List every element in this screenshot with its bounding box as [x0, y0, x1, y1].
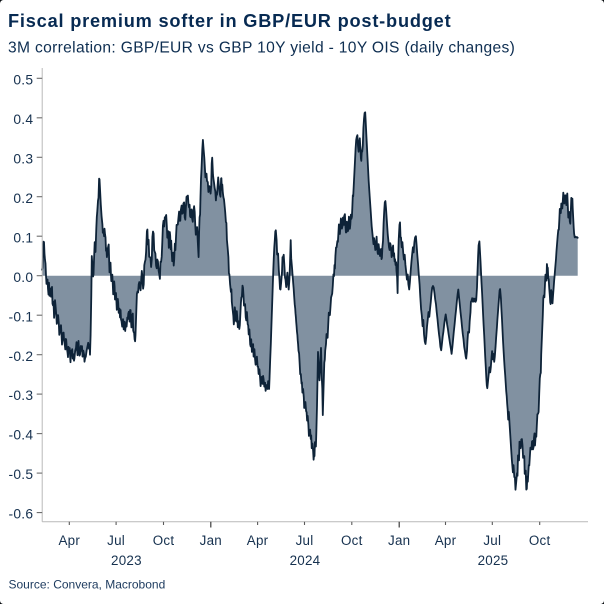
svg-text:3M correlation: GBP/EUR vs GBP: 3M correlation: GBP/EUR vs GBP 10Y yield…	[8, 39, 515, 56]
svg-text:0.5: 0.5	[13, 72, 33, 87]
svg-text:Jul: Jul	[296, 533, 314, 548]
svg-text:Oct: Oct	[341, 533, 363, 548]
svg-text:Oct: Oct	[529, 533, 551, 548]
svg-text:0.0: 0.0	[13, 270, 33, 285]
svg-text:-0.4: -0.4	[9, 428, 34, 443]
svg-text:-0.1: -0.1	[9, 309, 34, 324]
svg-text:Apr: Apr	[247, 533, 269, 548]
svg-text:-0.6: -0.6	[9, 507, 34, 522]
svg-text:Jul: Jul	[107, 533, 125, 548]
svg-text:2024: 2024	[290, 553, 321, 568]
svg-text:2023: 2023	[111, 553, 142, 568]
svg-text:0.3: 0.3	[13, 151, 33, 166]
svg-text:Jan: Jan	[200, 533, 222, 548]
svg-text:Fiscal premium softer in GBP/E: Fiscal premium softer in GBP/EUR post-bu…	[8, 11, 451, 31]
svg-text:0.2: 0.2	[13, 191, 33, 206]
svg-text:2025: 2025	[478, 553, 509, 568]
svg-text:-0.2: -0.2	[9, 349, 34, 364]
svg-text:Apr: Apr	[59, 533, 81, 548]
svg-text:Source: Convera, Macrobond: Source: Convera, Macrobond	[9, 578, 166, 592]
svg-text:Jul: Jul	[483, 533, 501, 548]
svg-text:Apr: Apr	[435, 533, 457, 548]
svg-text:Jan: Jan	[388, 533, 410, 548]
svg-text:0.4: 0.4	[13, 112, 33, 127]
svg-text:-0.5: -0.5	[9, 467, 34, 482]
svg-text:0.1: 0.1	[13, 230, 33, 245]
svg-text:-0.3: -0.3	[9, 388, 34, 403]
svg-text:Oct: Oct	[153, 533, 175, 548]
